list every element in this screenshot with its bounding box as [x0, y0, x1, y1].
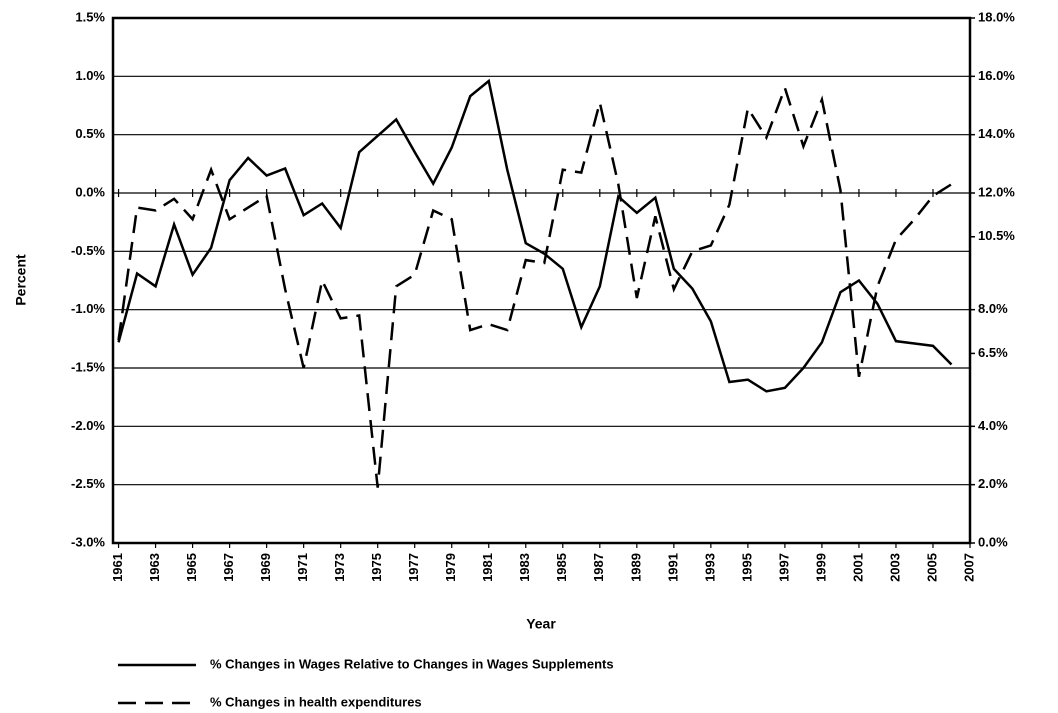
legend-label: % Changes in Wages Relative to Changes i…: [210, 656, 614, 671]
y-tick-label: -1.5%: [71, 359, 105, 374]
y-tick-label: 0.5%: [75, 126, 105, 141]
series-line: [117, 84, 953, 488]
x-axis-label: Year: [526, 616, 556, 632]
x-tick-label: 1969: [258, 553, 273, 582]
x-tick-label: 2003: [887, 553, 902, 582]
x-tick-label: 1973: [332, 553, 347, 582]
plot-frame: [111, 16, 972, 545]
y2-tick-label: 10.5%: [978, 228, 1015, 243]
x-tick-label: 1999: [813, 553, 828, 582]
y-tick-label: -2.5%: [71, 476, 105, 491]
x-tick-label: 1977: [406, 553, 421, 582]
y2-tick-label: 0.0%: [978, 534, 1008, 549]
y2-tick-label: 6.5%: [978, 345, 1008, 360]
x-tick-label: 1987: [591, 553, 606, 582]
y-tick-label: -2.0%: [71, 418, 105, 433]
x-tick-label: 1995: [739, 553, 754, 582]
y-tick-label: 0.0%: [75, 184, 105, 199]
x-tick-label: 1965: [184, 553, 199, 582]
x-tick-label: 1991: [665, 553, 680, 582]
x-tick-label: 1971: [295, 553, 310, 582]
y2-tick-label: 8.0%: [978, 301, 1008, 316]
y2-tick-label: 2.0%: [978, 476, 1008, 491]
legend-label: % Changes in health expenditures: [210, 694, 422, 709]
x-tick-label: 1963: [147, 553, 162, 582]
y2-tick-label: 18.0%: [978, 9, 1015, 24]
y-tick-label: 1.0%: [75, 68, 105, 83]
x-tick-label: 1997: [776, 553, 791, 582]
x-tick-label: 1983: [517, 553, 532, 582]
y2-tick-label: 12.0%: [978, 184, 1015, 199]
y-tick-label: -1.0%: [71, 301, 105, 316]
y2-tick-label: 14.0%: [978, 126, 1015, 141]
y-tick-label: -0.5%: [71, 243, 105, 258]
x-tick-label: 1989: [628, 553, 643, 582]
x-tick-label: 1981: [480, 553, 495, 582]
x-tick-label: 2007: [961, 553, 976, 582]
y2-tick-label: 16.0%: [978, 68, 1015, 83]
x-tick-label: 2001: [850, 553, 865, 582]
y-tick-label: 1.5%: [75, 9, 105, 24]
x-tick-label: 1975: [369, 553, 384, 582]
y-tick-label: -3.0%: [71, 534, 105, 549]
x-tick-label: 1985: [554, 553, 569, 582]
y-axis-label: Percent: [13, 254, 29, 306]
x-tick-label: 1993: [702, 553, 717, 582]
y2-tick-label: 4.0%: [978, 418, 1008, 433]
x-tick-label: 1979: [443, 553, 458, 582]
series-line: [117, 78, 953, 393]
x-tick-label: 1967: [221, 553, 236, 582]
x-tick-label: 1961: [110, 553, 125, 582]
x-tick-label: 2005: [924, 553, 939, 582]
